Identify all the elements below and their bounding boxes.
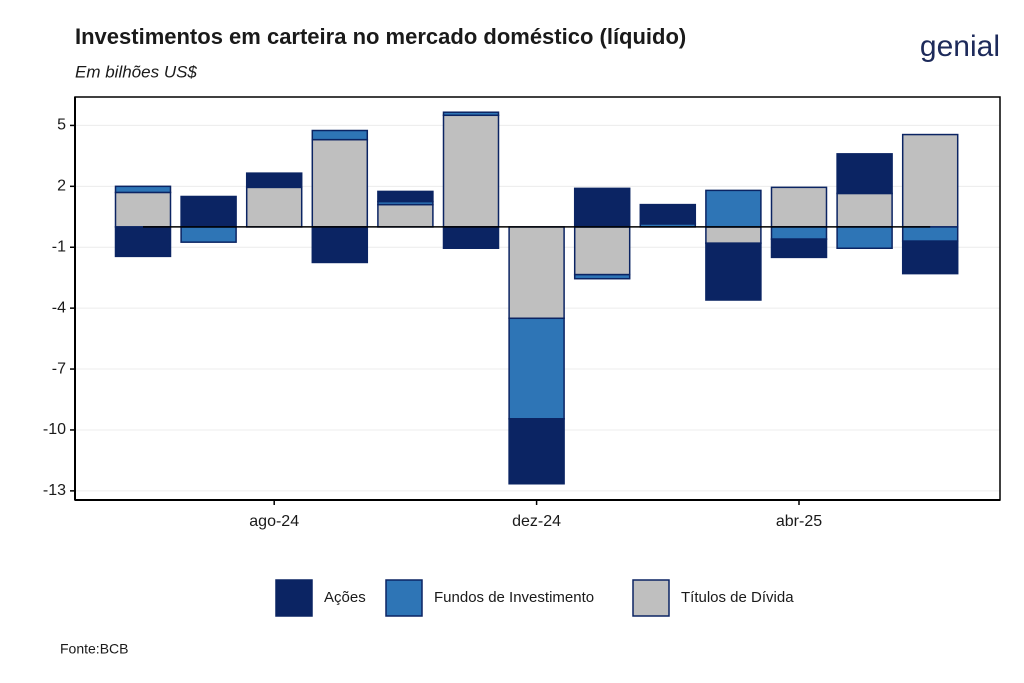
y-tick-label: 2 bbox=[57, 178, 66, 195]
y-tick-label: 5 bbox=[57, 117, 66, 134]
bar bbox=[770, 226, 828, 240]
bar bbox=[573, 273, 631, 280]
bar bbox=[311, 129, 369, 141]
bar bbox=[245, 186, 303, 228]
legend-swatch bbox=[275, 579, 313, 617]
bar bbox=[180, 226, 237, 243]
legend-swatch bbox=[632, 579, 670, 617]
bar bbox=[114, 191, 172, 228]
bar bbox=[705, 226, 762, 244]
bar bbox=[311, 138, 369, 228]
bar bbox=[901, 240, 959, 275]
bar bbox=[836, 226, 893, 250]
chart-subtitle: Em bilhões US$ bbox=[75, 62, 197, 81]
bar bbox=[901, 133, 959, 228]
y-tick-label: -4 bbox=[52, 299, 66, 316]
x-tick-label: ago-24 bbox=[249, 513, 299, 530]
bar bbox=[245, 172, 303, 189]
y-tick-label: -13 bbox=[43, 482, 66, 499]
bar bbox=[639, 203, 697, 225]
bar bbox=[508, 226, 565, 320]
legend-swatch bbox=[385, 579, 423, 617]
legend-label: Fundos de Investimento bbox=[434, 589, 594, 606]
bar bbox=[377, 203, 434, 228]
bar bbox=[442, 111, 500, 117]
bar bbox=[836, 153, 893, 195]
bar bbox=[573, 187, 631, 228]
bar bbox=[114, 185, 172, 194]
y-tick-label: -1 bbox=[52, 238, 66, 255]
source: Fonte:BCB bbox=[60, 641, 128, 657]
bar bbox=[836, 192, 893, 228]
x-tick-label: dez-24 bbox=[512, 513, 561, 530]
bar bbox=[508, 418, 565, 485]
bar bbox=[442, 226, 500, 250]
bar bbox=[705, 189, 762, 228]
bar bbox=[901, 226, 959, 242]
bar bbox=[770, 238, 828, 259]
y-tick-label: -7 bbox=[52, 360, 66, 377]
bar bbox=[770, 186, 828, 228]
bar bbox=[114, 226, 172, 258]
chart-title: Investimentos em carteira no mercado dom… bbox=[75, 24, 686, 49]
bar bbox=[377, 190, 434, 203]
bar bbox=[508, 317, 565, 420]
y-tick-label: -10 bbox=[43, 421, 66, 438]
bar bbox=[705, 242, 762, 301]
legend-label: Ações bbox=[324, 589, 366, 606]
bar bbox=[311, 226, 369, 264]
logo: genial bbox=[920, 30, 1000, 63]
bar bbox=[180, 195, 237, 228]
legend-label: Títulos de Dívida bbox=[681, 589, 794, 606]
bar bbox=[442, 114, 500, 228]
x-tick-label: abr-25 bbox=[776, 513, 822, 530]
bar bbox=[573, 226, 631, 276]
